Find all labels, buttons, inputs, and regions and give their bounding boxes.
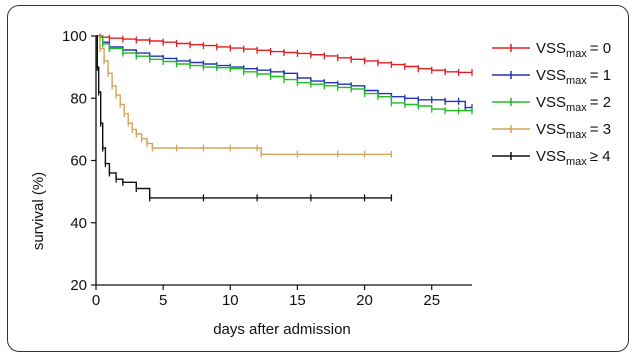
x-axis-label: days after admission — [213, 321, 351, 338]
y-tick-label: 100 — [62, 28, 87, 45]
legend-label-base: VSS — [536, 148, 566, 165]
legend-label-subscript: max — [566, 75, 587, 87]
y-tick-label: 80 — [70, 90, 87, 107]
y-tick-label: 60 — [70, 153, 87, 170]
legend-label-value: = 1 — [590, 67, 611, 84]
legend-item: VSSmax = 3 — [492, 121, 611, 141]
legend-label-base: VSS — [536, 40, 566, 57]
legend-label-value: = 0 — [590, 40, 611, 57]
plot-series-group — [96, 33, 473, 202]
legend-label-base: VSS — [536, 121, 566, 138]
legend-label: VSSmax = 0 — [536, 40, 611, 60]
axes-group: 20 40 60 80 100 0 5 10 15 20 25 — [62, 28, 472, 309]
legend-label-subscript: max — [566, 48, 587, 60]
y-tick-label: 20 — [70, 277, 87, 294]
legend-label: VSSmax = 2 — [536, 94, 611, 114]
x-tick-label: 10 — [222, 292, 239, 309]
series-4-line — [96, 35, 392, 199]
legend-label: VSSmax = 1 — [536, 67, 611, 87]
legend-label: VSSmax = 3 — [536, 121, 611, 141]
legend-label-value: ≥ 4 — [590, 148, 611, 165]
legend-label-value: = 2 — [590, 94, 611, 111]
x-tick-label: 15 — [289, 292, 306, 309]
legend-label-subscript: max — [566, 129, 587, 141]
x-tick-label: 25 — [423, 292, 440, 309]
x-tick-label: 20 — [356, 292, 373, 309]
legend-label: VSSmax ≥ 4 — [536, 148, 611, 168]
legend-label-subscript: max — [566, 102, 587, 114]
legend-item: VSSmax = 1 — [492, 67, 611, 87]
x-tick-label: 5 — [159, 292, 167, 309]
legend-item: VSSmax = 2 — [492, 94, 611, 114]
legend-label-base: VSS — [536, 94, 566, 111]
legend-item: VSSmax ≥ 4 — [492, 148, 611, 168]
y-axis-label: survival (%) — [30, 172, 47, 250]
y-tick-label: 40 — [70, 215, 87, 232]
legend-label-value: = 3 — [590, 121, 611, 138]
legend-label-subscript: max — [566, 156, 587, 168]
legend-label-base: VSS — [536, 67, 566, 84]
legend-item: VSSmax = 0 — [492, 40, 611, 60]
x-tick-label: 0 — [92, 292, 100, 309]
figure-frame — [7, 5, 629, 352]
